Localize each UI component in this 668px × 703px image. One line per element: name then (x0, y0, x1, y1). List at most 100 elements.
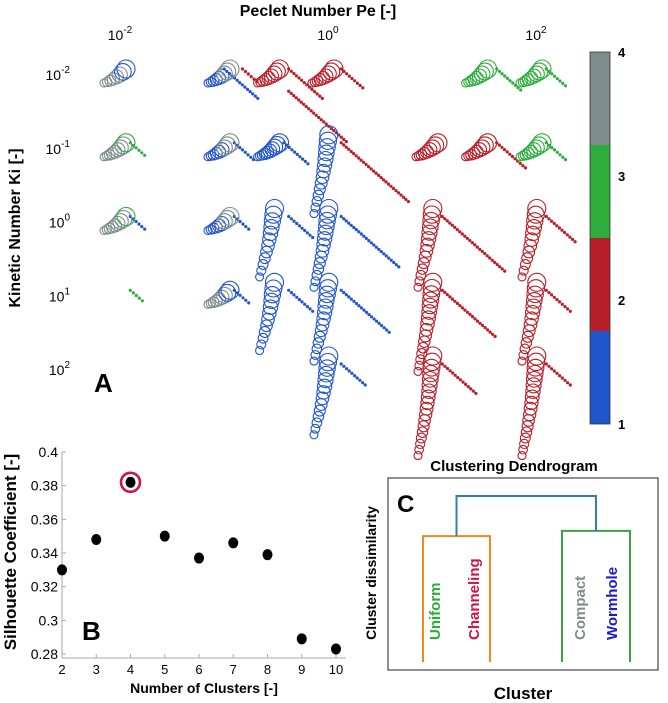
trajectory-dot (369, 167, 373, 171)
trajectory-dot (350, 371, 354, 375)
trajectory-circle (268, 136, 287, 154)
trajectory-circle (420, 395, 435, 411)
trajectory-dot (322, 120, 326, 124)
trajectory-circle (311, 269, 323, 281)
panel-b-x-tick-label: 9 (298, 662, 305, 677)
trajectory-dot (493, 334, 497, 338)
trajectory-circle (420, 237, 435, 253)
panel-b-x-tick-label: 5 (161, 662, 168, 677)
trajectory-circle (220, 133, 240, 153)
trajectory-dot (297, 98, 301, 102)
trajectory-dot (445, 293, 449, 297)
trajectory-dot (510, 154, 514, 159)
trajectory-circle (263, 286, 282, 304)
trajectory-dot (295, 295, 299, 299)
trajectory-circle (419, 407, 433, 422)
trajectory-dot (468, 238, 472, 243)
trajectory-dot (294, 74, 298, 78)
trajectory-circle (471, 68, 488, 84)
trajectory-dot (347, 74, 351, 78)
trajectory-dot (353, 374, 357, 378)
panel-b-y-tick-label: 0.28 (31, 646, 58, 662)
trajectory-circle (526, 279, 546, 298)
trajectory-circle (114, 136, 133, 155)
trajectory-dot (474, 391, 478, 395)
colorbar-tick-label: 3 (618, 169, 625, 184)
trajectory-dot (300, 226, 304, 230)
trajectory-dot (352, 152, 356, 156)
trajectory-dot (560, 228, 564, 232)
trajectory-circle (116, 133, 136, 153)
trajectory-circle (312, 410, 325, 423)
trajectory-dot (292, 94, 296, 98)
trajectory-dot (308, 307, 312, 311)
trajectory-circle (218, 283, 237, 302)
trajectory-dot (563, 158, 568, 162)
trajectory-dot (140, 299, 144, 303)
trajectory-circle (475, 136, 494, 155)
panel-c-frame (387, 477, 659, 671)
trajectory-circle (313, 183, 326, 196)
trajectory-dot (292, 293, 296, 297)
trajectory-circle (214, 142, 230, 158)
panel-a-dot-series (128, 67, 577, 395)
trajectory-dot (238, 293, 242, 297)
trajectory-dot (238, 219, 242, 224)
colorbar-segment (590, 145, 610, 238)
trajectory-circle (518, 265, 529, 276)
trajectory-dot (503, 269, 507, 273)
trajectory-dot (552, 74, 557, 78)
trajectory-circle (423, 272, 443, 292)
trajectory-dot (364, 310, 369, 314)
panel-c-x-label: Cluster (494, 684, 553, 703)
trajectory-circle (216, 286, 233, 304)
trajectory-circle (270, 59, 290, 79)
trajectory-circle (317, 144, 335, 162)
trajectory-circle (110, 215, 126, 232)
trajectory-dot (297, 298, 301, 302)
trajectory-circle (526, 285, 544, 304)
trajectory-circle (264, 205, 283, 224)
trajectory-circle (526, 68, 542, 84)
trajectory-circle (313, 330, 326, 343)
trajectory-dot (470, 241, 474, 245)
trajectory-dot (349, 297, 353, 301)
trajectory-circle (424, 139, 441, 157)
trajectory-circle (417, 257, 430, 270)
trajectory-dot (247, 227, 251, 231)
trajectory-circle (315, 317, 330, 332)
trajectory-dot (450, 297, 454, 301)
trajectory-circle (421, 224, 438, 241)
trajectory-circle (112, 213, 129, 230)
trajectory-circle (525, 377, 542, 394)
trajectory-dot (563, 378, 567, 382)
dendrogram-leaf-label: Compact (572, 576, 589, 640)
trajectory-dot (357, 230, 361, 234)
trajectory-dot (369, 241, 373, 245)
trajectory-circle (317, 298, 334, 315)
trajectory-circle (112, 139, 129, 157)
panel-b-y-ticks: 0.28 0.3 0.32 0.34 0.36 0.38 0.4 (31, 444, 66, 662)
trajectory-dot (386, 182, 391, 186)
trajectory-circle (316, 237, 331, 253)
trajectory-dot (301, 157, 305, 161)
trajectory-dot (345, 367, 349, 371)
trajectory-circle (220, 59, 240, 79)
trajectory-circle (526, 352, 546, 372)
trajectory-dot (558, 300, 562, 304)
trajectory-dot (377, 173, 381, 177)
trajectory-circle (318, 359, 336, 377)
trajectory-circle (114, 210, 133, 228)
trajectory-dot (345, 72, 349, 76)
panel-a-x-tick-label: 10-2 (108, 25, 133, 43)
trajectory-circle (420, 316, 435, 332)
trajectory-circle (422, 364, 440, 383)
trajectory-circle (523, 238, 538, 253)
trajectory-circle (532, 59, 552, 79)
trajectory-dot (389, 258, 393, 262)
trajectory-dot (342, 137, 346, 141)
trajectory-dot (568, 309, 572, 313)
trajectory-circle (419, 322, 434, 337)
trajectory-dot (503, 74, 507, 78)
colorbar-tick-label: 4 (618, 45, 626, 60)
